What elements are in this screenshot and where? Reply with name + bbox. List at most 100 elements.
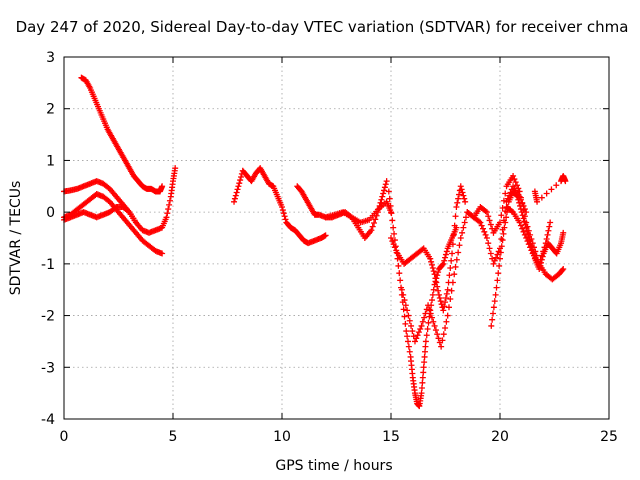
data-point xyxy=(236,180,243,187)
data-point xyxy=(421,353,428,360)
tick-layer: 0 5 10 15 20 25 -4 -3 -2 -1 0 1 2 3 xyxy=(41,50,618,445)
data-point xyxy=(527,244,534,251)
data-point xyxy=(447,264,454,271)
data-point xyxy=(435,269,442,276)
data-point xyxy=(491,298,498,305)
data-point xyxy=(486,217,493,224)
data-point xyxy=(378,196,385,203)
data-point xyxy=(559,267,566,274)
data-point xyxy=(495,270,502,277)
data-point xyxy=(462,214,469,221)
data-point xyxy=(483,235,490,241)
y-tick-label: 1 xyxy=(46,153,55,169)
data-point xyxy=(487,250,494,257)
series-track-late-1 xyxy=(388,183,469,314)
data-point xyxy=(538,252,545,259)
data-point xyxy=(456,191,463,198)
data-point xyxy=(159,250,166,257)
data-point xyxy=(536,266,543,273)
data-point xyxy=(282,216,289,223)
data-point xyxy=(404,333,411,340)
data-point xyxy=(445,304,452,311)
data-point xyxy=(422,343,429,350)
data-point xyxy=(501,224,508,231)
data-point xyxy=(238,173,245,180)
data-point xyxy=(516,219,523,226)
data-point xyxy=(435,291,442,298)
data-point xyxy=(436,294,443,301)
data-point xyxy=(487,221,494,228)
data-point xyxy=(562,178,569,185)
data-point xyxy=(391,230,398,237)
data-point xyxy=(517,206,524,213)
data-point xyxy=(497,255,503,262)
data-point xyxy=(449,279,456,286)
data-point xyxy=(508,208,515,215)
data-point xyxy=(422,338,429,345)
data-point xyxy=(444,286,451,293)
data-point xyxy=(393,247,400,254)
data-point xyxy=(422,348,429,355)
data-point xyxy=(456,242,463,249)
data-point xyxy=(449,241,456,248)
data-point xyxy=(541,244,548,251)
data-point xyxy=(515,196,522,203)
data-point xyxy=(460,192,467,199)
data-point xyxy=(528,247,535,254)
data-point xyxy=(431,322,438,329)
data-point xyxy=(485,213,492,220)
data-point xyxy=(500,230,507,237)
data-point xyxy=(442,294,449,301)
data-point xyxy=(502,219,509,226)
data-point xyxy=(523,224,530,231)
data-point xyxy=(166,201,173,208)
y-tick-label: -1 xyxy=(41,257,55,273)
data-point xyxy=(234,186,241,193)
data-point xyxy=(499,237,506,244)
data-point xyxy=(455,249,462,256)
data-point xyxy=(447,296,454,303)
data-point xyxy=(369,223,376,230)
data-point xyxy=(510,172,517,179)
data-point xyxy=(427,310,434,317)
data-point xyxy=(498,243,505,250)
y-tick-label: -3 xyxy=(41,360,55,376)
data-point xyxy=(402,302,409,309)
data-point xyxy=(403,328,410,335)
data-point xyxy=(488,322,495,329)
data-point xyxy=(440,260,447,267)
data-point xyxy=(439,261,446,268)
data-point xyxy=(490,260,497,267)
data-point xyxy=(455,195,462,202)
data-point xyxy=(491,257,498,264)
data-point xyxy=(233,189,240,196)
data-point xyxy=(451,271,458,278)
data-layer xyxy=(61,74,569,410)
data-point xyxy=(503,209,510,216)
data-point xyxy=(444,312,451,319)
data-point xyxy=(429,264,436,271)
data-point xyxy=(512,179,519,186)
data-point xyxy=(520,215,527,222)
data-point xyxy=(443,248,450,255)
data-point xyxy=(390,224,397,231)
data-point xyxy=(435,287,442,294)
data-point xyxy=(459,229,466,236)
data-point xyxy=(517,222,524,229)
data-point xyxy=(525,241,532,248)
data-point xyxy=(524,227,531,234)
data-point xyxy=(424,326,431,333)
data-point xyxy=(395,262,402,269)
data-point xyxy=(425,302,432,309)
data-point xyxy=(428,297,435,304)
data-point xyxy=(500,197,507,204)
data-point xyxy=(524,238,531,245)
data-point xyxy=(421,359,428,366)
data-point xyxy=(560,266,567,273)
data-point xyxy=(460,224,467,231)
data-point xyxy=(172,165,179,172)
data-point xyxy=(428,258,435,265)
data-point xyxy=(418,384,425,391)
data-point xyxy=(553,182,560,189)
data-point xyxy=(461,219,468,226)
